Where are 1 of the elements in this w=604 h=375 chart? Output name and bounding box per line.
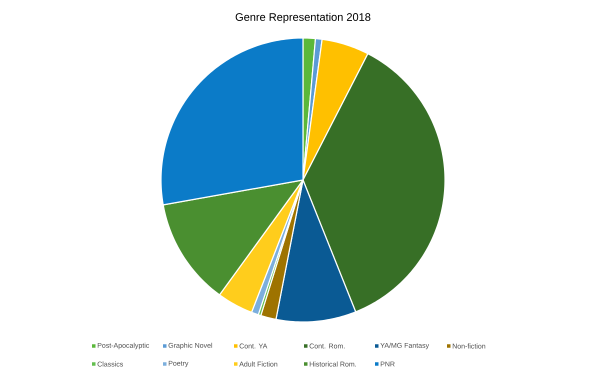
chart-title: Genre Representation 2018 xyxy=(236,12,370,24)
